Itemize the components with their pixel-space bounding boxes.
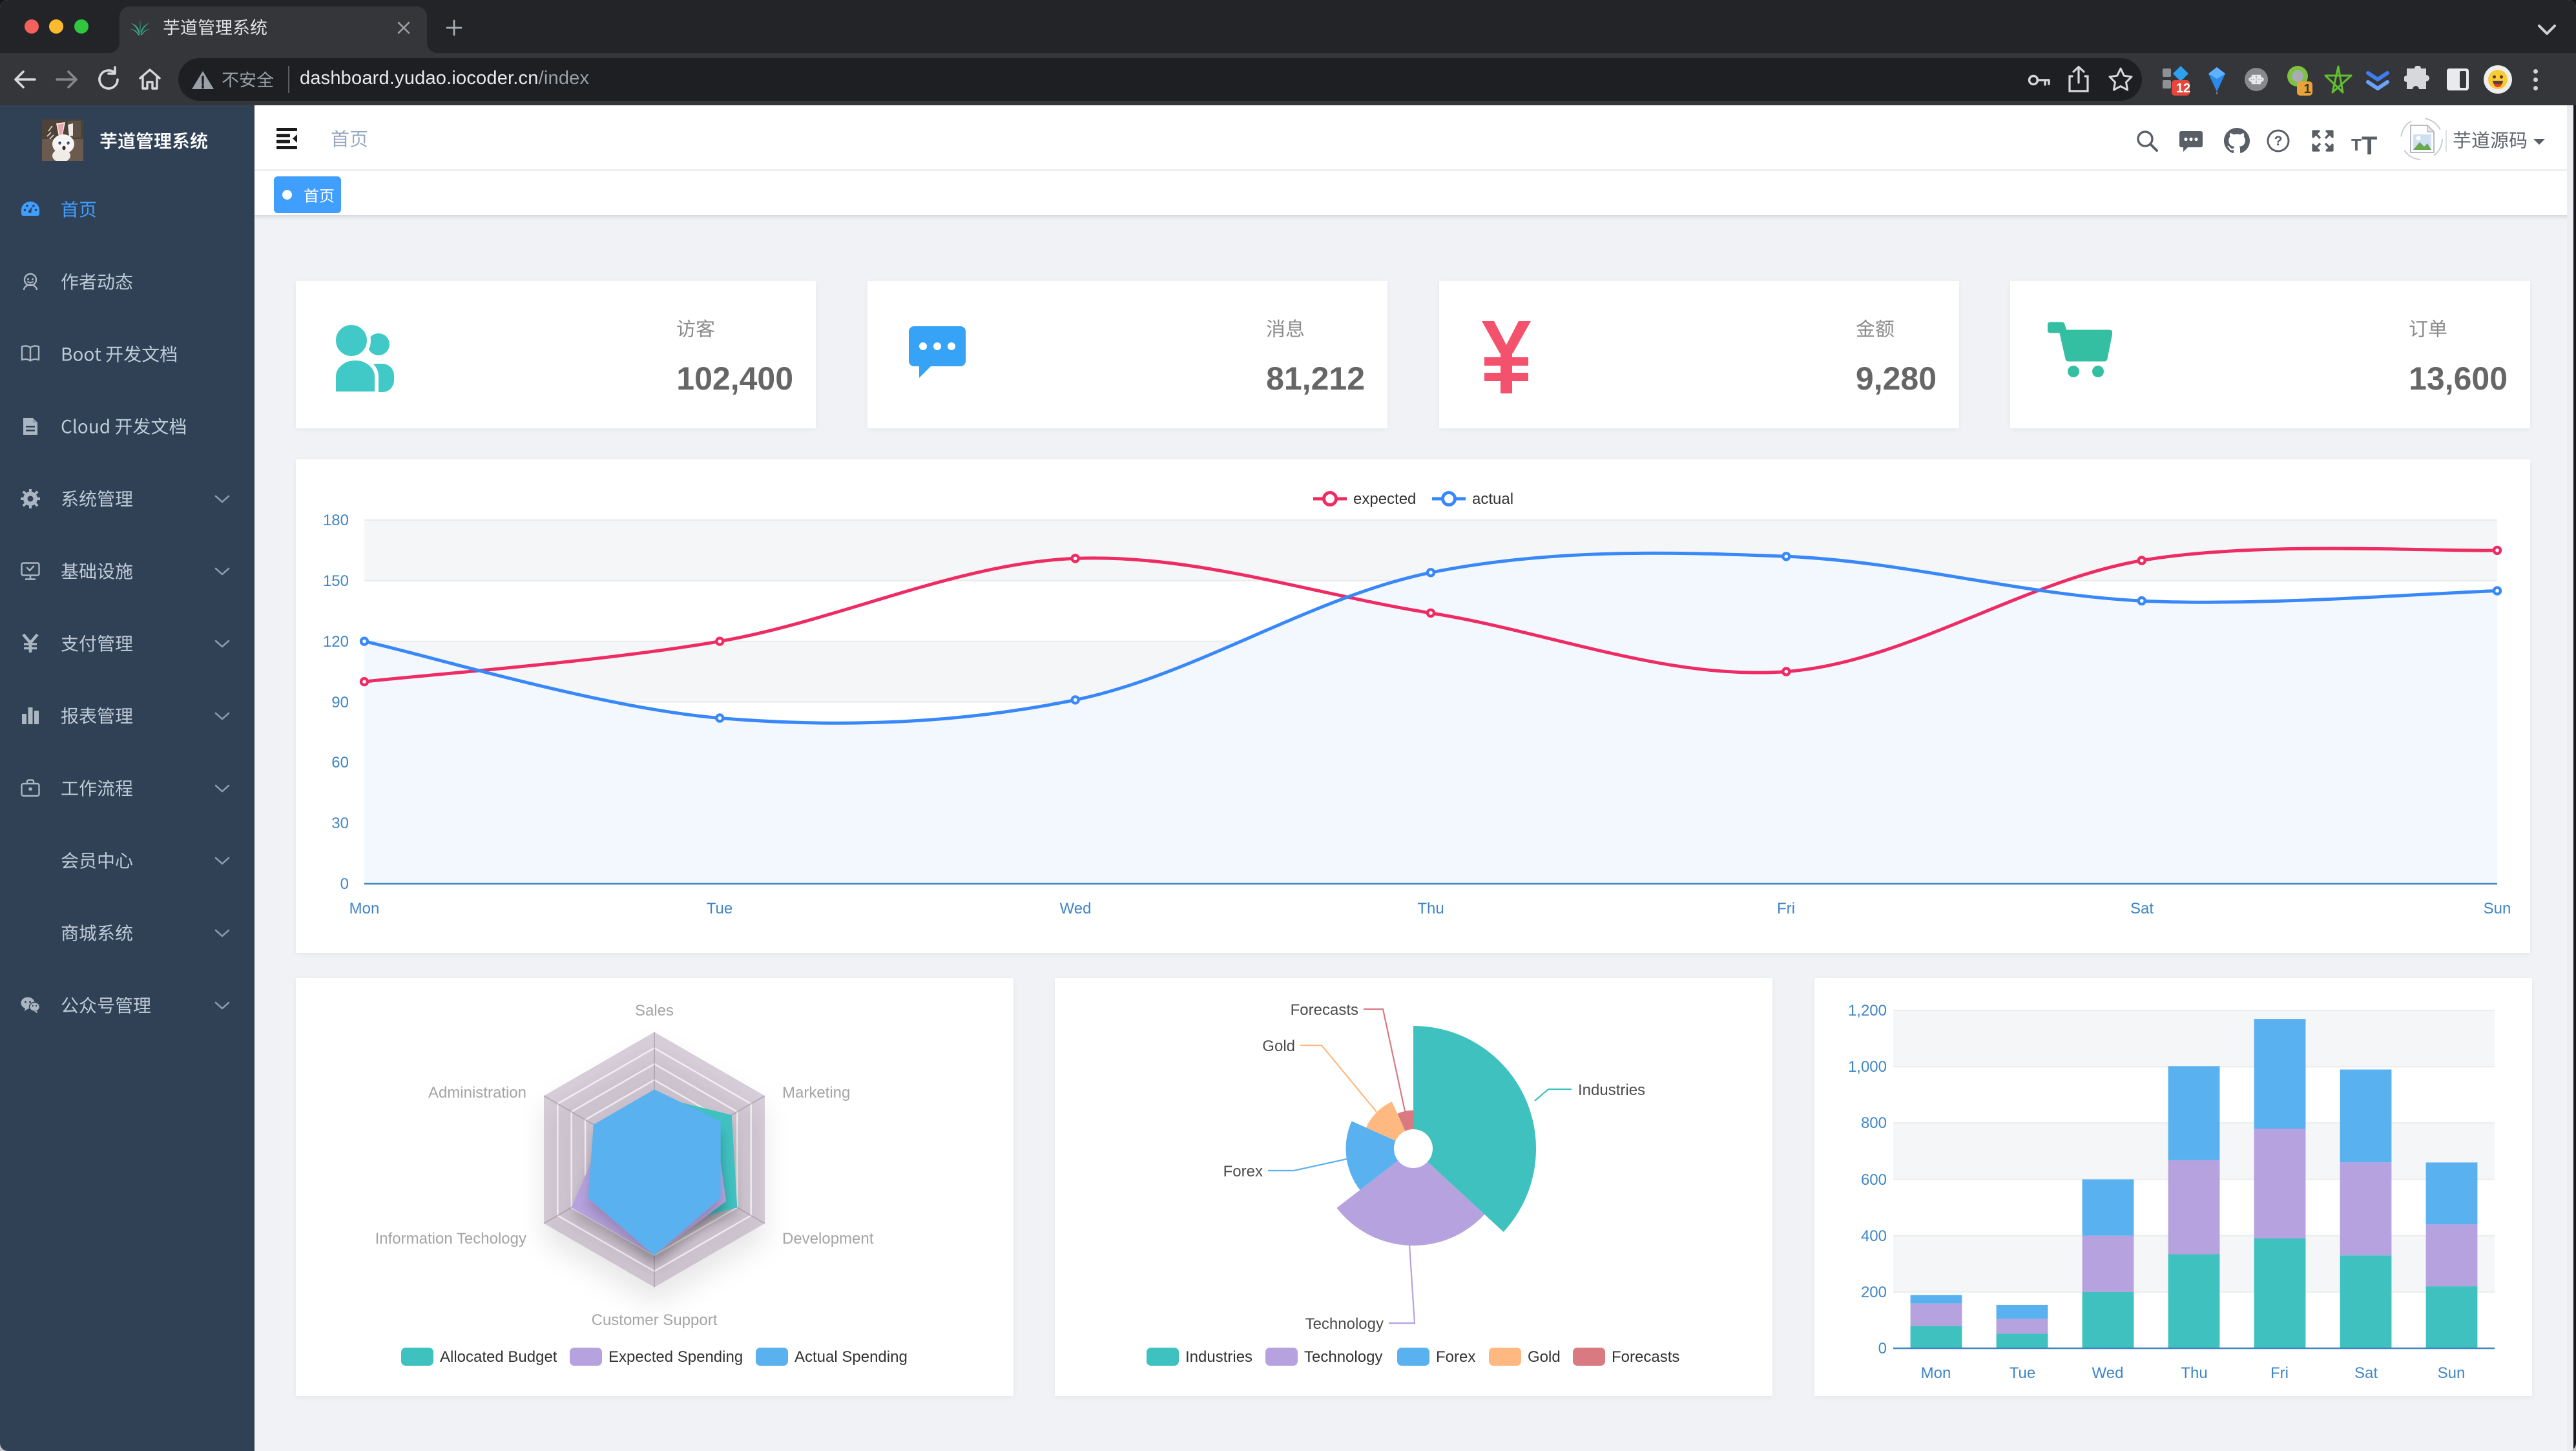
svg-text:400: 400 (1861, 1227, 1887, 1245)
svg-text:0: 0 (340, 875, 349, 893)
svg-text:Sun: Sun (2438, 1364, 2466, 1382)
svg-text:Marketing: Marketing (782, 1084, 850, 1101)
svg-text:Sales: Sales (635, 1002, 674, 1019)
svg-text:60: 60 (331, 754, 349, 771)
svg-text:expected: expected (1353, 490, 1416, 508)
svg-text:Gold: Gold (1262, 1038, 1295, 1055)
svg-text:Fri: Fri (2270, 1364, 2289, 1382)
svg-text:Industries: Industries (1578, 1081, 1645, 1099)
svg-text:Sat: Sat (2130, 900, 2154, 917)
svg-text:Development: Development (782, 1230, 874, 1247)
svg-text:Thu: Thu (2181, 1364, 2207, 1382)
svg-text:Thu: Thu (1417, 900, 1444, 917)
svg-text:?: ? (2274, 134, 2283, 149)
svg-text:Allocated Budget: Allocated Budget (440, 1348, 557, 1366)
svg-text:Forecasts: Forecasts (1612, 1348, 1679, 1366)
svg-text:180: 180 (323, 512, 349, 529)
svg-text:0: 0 (1878, 1340, 1887, 1357)
svg-text:90: 90 (331, 694, 349, 711)
svg-text:Mon: Mon (1921, 1364, 1951, 1382)
svg-text:Actual Spending: Actual Spending (795, 1348, 908, 1366)
svg-text:120: 120 (323, 633, 349, 651)
svg-text:Industries: Industries (1185, 1348, 1252, 1366)
svg-text:150: 150 (323, 572, 349, 590)
svg-text:Mon: Mon (349, 900, 380, 917)
svg-text:Expected Spending: Expected Spending (608, 1348, 743, 1366)
svg-text:Administration: Administration (428, 1084, 526, 1101)
svg-text:actual: actual (1472, 490, 1513, 508)
svg-text:Forecasts: Forecasts (1291, 1001, 1358, 1019)
svg-text:600: 600 (1861, 1171, 1887, 1189)
svg-text:Tue: Tue (2010, 1364, 2035, 1382)
svg-text:Tue: Tue (707, 900, 732, 917)
svg-text:Sat: Sat (2354, 1364, 2378, 1382)
svg-text:Gold: Gold (1528, 1348, 1561, 1366)
svg-text:1,000: 1,000 (1848, 1058, 1887, 1076)
svg-text:Technology: Technology (1304, 1348, 1382, 1366)
svg-text:800: 800 (1861, 1114, 1887, 1132)
svg-text:Wed: Wed (2092, 1364, 2124, 1382)
svg-text:30: 30 (331, 815, 349, 832)
svg-text:Technology: Technology (1305, 1315, 1384, 1333)
svg-text:Information Techology: Information Techology (375, 1230, 526, 1247)
svg-text:Wed: Wed (1060, 900, 1092, 917)
svg-text:200: 200 (1861, 1284, 1887, 1301)
svg-text:Customer Support: Customer Support (592, 1311, 718, 1329)
svg-text:1,200: 1,200 (1848, 1002, 1887, 1019)
svg-text:Forex: Forex (1436, 1348, 1475, 1366)
svg-text:Sun: Sun (2484, 900, 2511, 917)
svg-text:Forex: Forex (1223, 1163, 1263, 1180)
svg-text:Fri: Fri (1777, 900, 1795, 917)
